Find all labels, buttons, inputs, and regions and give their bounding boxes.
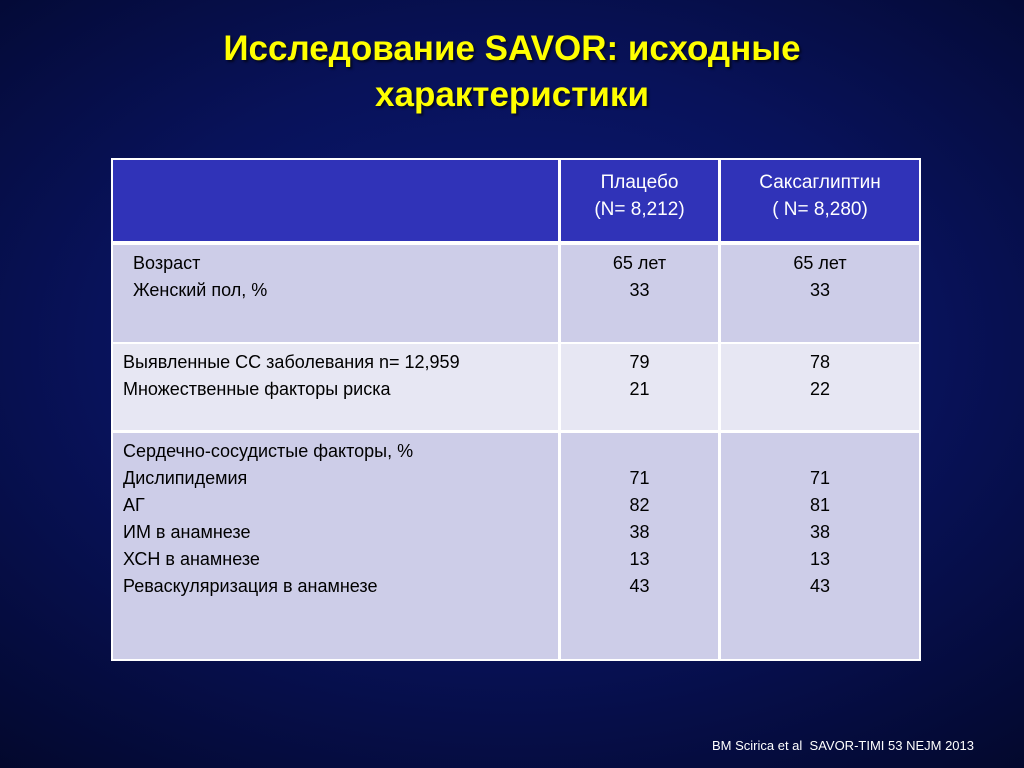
header-saxagliptin-n: ( N= 8,280) [772,199,868,220]
slide-title-line-2: характеристики [375,75,649,114]
row-value: 65 лет [612,253,667,273]
table-header-placebo: Плацебо (N= 8,212) [561,160,718,241]
row-value: 33 [629,280,650,300]
table-row-2-label: Выявленные СС заболевания n= 12,959 Множ… [113,344,558,430]
row-value: 13 [809,549,831,569]
row-label: Дислипидемия [123,468,248,488]
row-value: 71 [629,468,650,488]
table-row-1-saxagliptin: 65 лет 33 [721,245,919,342]
row-value: 33 [809,280,831,300]
table-header-empty [113,160,558,241]
row-label: АГ [123,495,145,515]
table-header-saxagliptin: Саксаглиптин ( N= 8,280) [721,160,919,241]
row-value: 78 [809,352,831,372]
row-label: Сердечно-сосудистые факторы, % [123,441,414,461]
row-value: 43 [629,576,650,596]
row-label: Реваскуляризация в анамнезе [123,576,378,596]
row-value: 22 [809,379,831,399]
row-label: Возраст [133,253,201,273]
slide-title: Исследование SAVOR: исходные характерист… [0,26,1024,118]
source-citation: BM Scirica et al SAVOR-TIMI 53 NEJM 2013 [712,738,974,753]
row-label: Женский пол, % [133,280,268,300]
row-label: Множественные факторы риска [123,379,391,399]
row-value: 82 [629,495,650,515]
row-value: 71 [809,468,831,488]
table-row-3-label: Сердечно-сосудистые факторы, % Дислипиде… [113,433,558,659]
table-row-3-placebo: 71 82 38 13 43 [561,433,718,659]
header-placebo-name: Плацебо [600,172,679,193]
row-value: 21 [629,379,650,399]
row-label: Выявленные СС заболевания n= 12,959 [123,352,460,372]
row-value: 38 [809,522,831,542]
row-value: 65 лет [793,253,847,273]
table-row-2-placebo: 79 21 [561,344,718,430]
row-value: 13 [629,549,650,569]
table-row-3-saxagliptin: 71 81 38 13 43 [721,433,919,659]
row-label: ХСН в анамнезе [123,549,260,569]
row-label: ИМ в анамнезе [123,522,251,542]
table-row-1-placebo: 65 лет 33 [561,245,718,342]
table-row-1-label: Возраст Женский пол, % [113,245,558,342]
slide-title-line-1: Исследование SAVOR: исходные [223,29,801,68]
baseline-characteristics-table: Плацебо (N= 8,212) Саксаглиптин ( N= 8,2… [111,158,921,661]
header-saxagliptin-name: Саксаглиптин [759,172,881,193]
table-row-2-saxagliptin: 78 22 [721,344,919,430]
header-placebo-n: (N= 8,212) [594,199,685,220]
row-value: 38 [629,522,650,542]
row-value: 43 [809,576,831,596]
row-value: 79 [629,352,650,372]
row-value: 81 [809,495,831,515]
